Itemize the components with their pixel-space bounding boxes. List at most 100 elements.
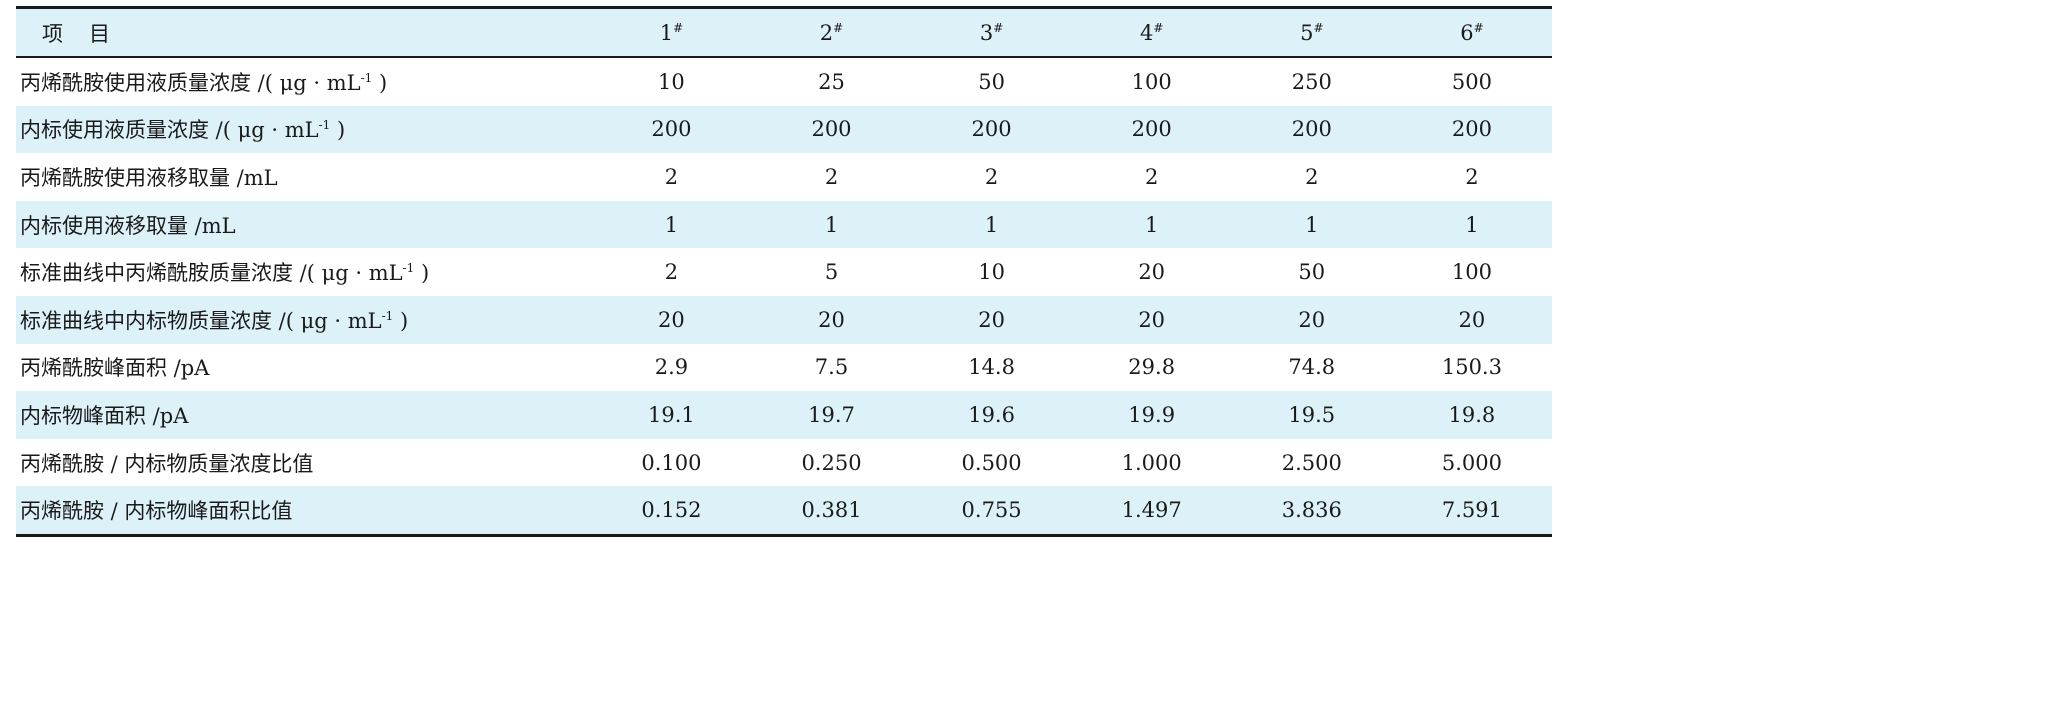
table-cell: 20 xyxy=(1138,260,1166,285)
data-table-container: 项目 1# 2# 3# 4# 5# 6# 丙烯酰胺使用液质量浓度 /( μg ·… xyxy=(16,6,1552,537)
table-cell: 19.6 xyxy=(968,402,1015,427)
table-row: 丙烯酰胺使用液移取量 /mL 2 2 2 2 2 2 xyxy=(16,153,1552,201)
table-row: 丙烯酰胺 / 内标物质量浓度比值 0.100 0.250 0.500 1.000 2.50… xyxy=(16,439,1552,487)
header-sample-num: 6 xyxy=(1460,20,1474,45)
table-cell: 20 xyxy=(978,307,1005,332)
table-body: 丙烯酰胺使用液质量浓度 /( μg · mL-1 ) 10 2 5 50 100 2 50 50… xyxy=(16,57,1552,537)
table-cell: 100 xyxy=(1451,260,1492,285)
table-cell: 150.3 xyxy=(1441,355,1502,380)
header-sample-5: 5# xyxy=(1231,6,1392,58)
header-sample-mark: # xyxy=(1313,20,1324,35)
row-label-text: 内标使用液移取量 /mL xyxy=(20,213,236,238)
table-cell: 0.500 xyxy=(961,450,1022,475)
table-cell: 1.000 xyxy=(1121,450,1182,475)
table-cell: 0.381 xyxy=(751,486,912,537)
table-cell: 19.5 xyxy=(1288,402,1336,427)
table-cell: 1 xyxy=(1305,212,1319,237)
table-cell: 19.7 xyxy=(808,402,855,427)
row-label-text: 丙烯酰胺 / 内标物峰面积比值 xyxy=(20,499,293,524)
table-cell: 10 xyxy=(978,260,1005,285)
table-cell: 2.500 xyxy=(1281,450,1342,475)
row-label: 内标使用液质量浓度 /( μg · mL-1 ) xyxy=(16,106,591,154)
table-cell: 200 xyxy=(1131,117,1172,142)
header-sample-num: 1 xyxy=(659,20,674,45)
table-row: 丙烯酰胺 / 内标物峰面积比值 0.152 0.381 0.755 1.497 3.836… xyxy=(16,486,1552,537)
table-cell: 200 xyxy=(651,117,692,142)
table-cell: 1 xyxy=(664,212,679,237)
table-cell: 2 xyxy=(824,164,839,189)
row-label-unit-close: ) xyxy=(393,308,409,333)
row-label-unit-exponent: -1 xyxy=(318,118,331,133)
table-cell: 1 xyxy=(1145,212,1159,237)
table-cell: 20 xyxy=(658,307,685,332)
header-sample-2: 2# xyxy=(751,6,912,58)
row-label: 丙烯酰胺 / 内标物质量浓度比值 xyxy=(16,439,591,487)
header-sample-4: 4# xyxy=(1071,6,1232,58)
row-label-unit-exponent: -1 xyxy=(360,70,373,85)
row-label-unit-close: ) xyxy=(372,70,388,95)
table-cell: 2 xyxy=(1305,164,1319,189)
table-cell: 3.836 xyxy=(1231,486,1392,537)
table-cell: 2 xyxy=(664,164,679,189)
header-sample-num: 5 xyxy=(1300,20,1314,45)
table-cell: 2 xyxy=(984,164,999,189)
row-label-text: 标准曲线中丙烯酰胺质量浓度 /( μg · mL xyxy=(20,261,403,286)
table-row: 内标使用液移取量 /mL 1 1 1 1 1 1 xyxy=(16,200,1552,249)
table-cell: 200 xyxy=(971,117,1012,142)
header-sample-num: 4 xyxy=(1139,20,1154,45)
table-cell: 2 xyxy=(1465,164,1479,189)
table-cell: 14.8 xyxy=(968,355,1015,380)
table-cell: 5.000 xyxy=(1441,450,1502,475)
table-cell: 20 xyxy=(1458,307,1486,332)
row-label-unit-close: ) xyxy=(330,118,346,143)
header-sample-3: 3# xyxy=(911,6,1072,58)
row-label-unit-exponent: -1 xyxy=(402,261,415,276)
row-label: 丙烯酰胺 / 内标物峰面积比值 xyxy=(16,486,592,537)
table-cell: 20 xyxy=(818,307,845,332)
table-cell: 20 xyxy=(1298,307,1326,332)
row-label-text: 丙烯酰胺使用液移取量 /mL xyxy=(20,165,278,190)
table-cell: 74.8 xyxy=(1288,355,1336,380)
header-sample-6: 6# xyxy=(1391,6,1552,58)
calibration-table: 项目 1# 2# 3# 4# 5# 6# 丙烯酰胺使用液质量浓度 /( μg ·… xyxy=(16,6,1552,537)
row-label: 标准曲线中内标物质量浓度 /( μg · mL-1 ) xyxy=(16,296,591,344)
table-cell: 29.8 xyxy=(1128,355,1176,380)
row-label: 标准曲线中丙烯酰胺质量浓度 /( μg · mL-1 ) xyxy=(16,248,591,296)
header-sample-mark: # xyxy=(833,20,844,35)
table-cell: 7.591 xyxy=(1391,486,1552,537)
table-cell: 0.250 xyxy=(801,450,862,475)
table-cell: 0.100 xyxy=(641,450,702,475)
row-label-text: 标准曲线中内标物质量浓度 /( μg · mL xyxy=(20,308,382,333)
table-cell: 50 xyxy=(1298,260,1326,285)
header-sample-num: 2 xyxy=(819,20,834,45)
table-cell: 1 xyxy=(824,212,839,237)
header-sample-1: 1# xyxy=(591,6,752,58)
table-cell: 1 xyxy=(1465,212,1479,237)
table-cell: 7.5 xyxy=(814,355,849,380)
table-row: 丙烯酰胺峰面积 /pA 2.9 7.5 14.8 29.8 74.8 150.3 xyxy=(16,344,1552,392)
table-cell: 50 xyxy=(978,69,1005,94)
header-sample-mark: # xyxy=(673,20,684,35)
table-row: 丙烯酰胺使用液质量浓度 /( μg · mL-1 ) 10 25 50 100 250 50… xyxy=(16,57,1552,106)
row-label-unit-close: ) xyxy=(414,261,430,286)
table-row: 内标物峰面积 /pA 19.1 19.7 19.6 19.9 19.5 19.8 xyxy=(16,391,1552,439)
table-cell: 5 xyxy=(824,260,839,285)
table-cell: 10 xyxy=(658,69,685,94)
row-label: 丙烯酰胺使用液移取量 /mL xyxy=(16,153,591,201)
row-label-text: 内标使用液质量浓度 /( μg · mL xyxy=(20,118,319,143)
table-cell: 1.497 xyxy=(1071,486,1232,537)
table-cell: 200 xyxy=(1451,117,1492,142)
table-cell: 19.8 xyxy=(1448,402,1496,427)
table-row: 标准曲线中内标物质量浓度 /( μg · mL-1 ) 20 20 20 20 20 20 xyxy=(16,295,1552,344)
table-cell: 500 xyxy=(1451,69,1492,94)
table-cell: 2.9 xyxy=(654,355,689,380)
row-label: 丙烯酰胺使用液质量浓度 /( μg · mL-1 ) xyxy=(16,57,591,106)
table-row: 内标使用液质量浓度 /( μg · mL-1 ) 200 200 200 200 200 2… xyxy=(16,105,1552,154)
table-cell: 0.152 xyxy=(591,486,752,537)
row-label-text: 丙烯酰胺峰面积 /pA xyxy=(20,356,210,381)
table-header: 项目 1# 2# 3# 4# 5# 6# xyxy=(16,6,1552,58)
table-row: 标准曲线中丙烯酰胺质量浓度 /( μg · mL-1 ) 2 5 10 20 50 100 xyxy=(16,248,1552,296)
header-sample-mark: # xyxy=(1153,20,1164,35)
table-cell: 200 xyxy=(811,117,852,142)
header-item-label: 项目 xyxy=(16,6,592,58)
